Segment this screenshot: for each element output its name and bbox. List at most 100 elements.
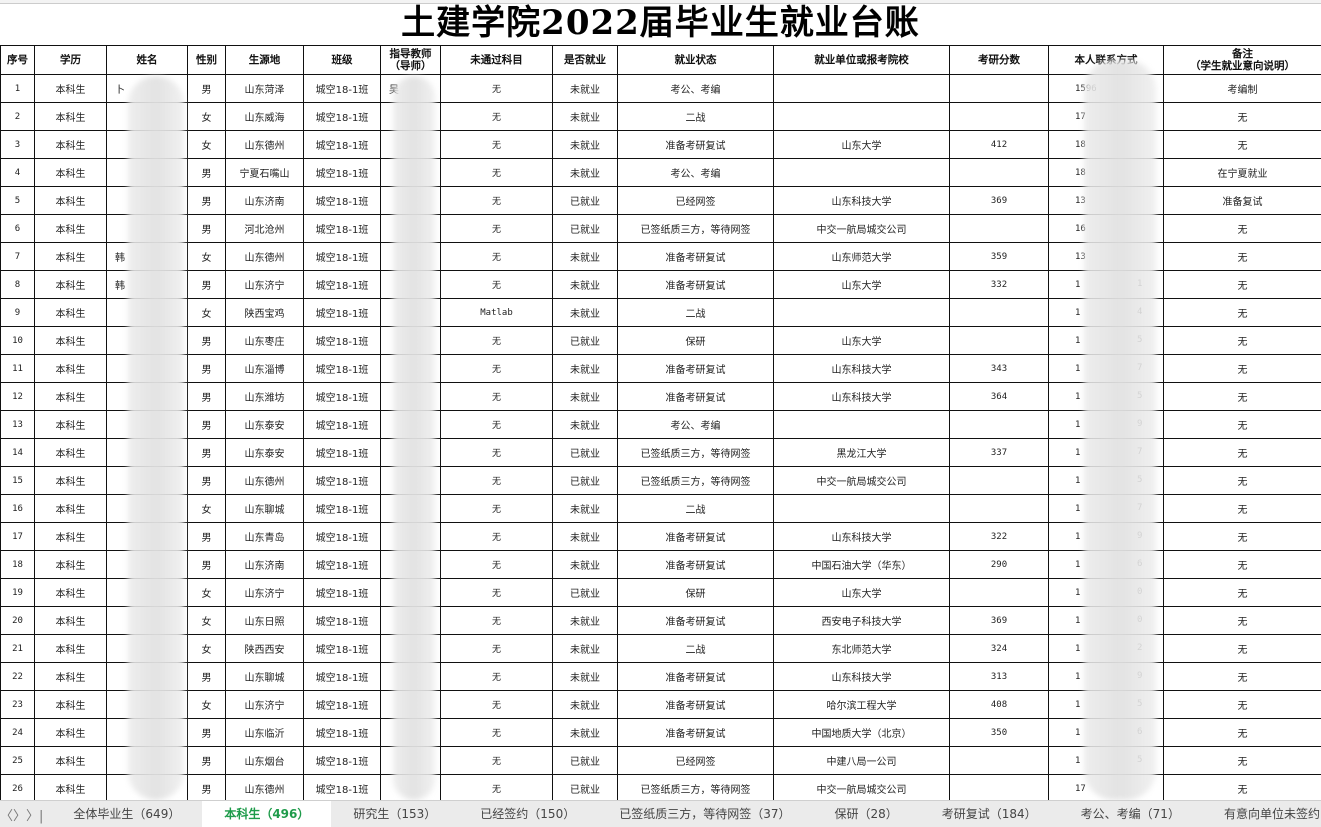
cell-employment-status[interactable]: 准备考研复试 [618,355,774,383]
cell-failed-courses[interactable]: 无 [441,439,553,467]
cell-class[interactable]: 城空18-1班 [304,327,381,355]
cell-exam-score[interactable] [950,159,1049,187]
cell-education[interactable]: 本科生 [35,271,107,299]
cell-origin-place[interactable]: 陕西宝鸡 [226,299,304,327]
cell-employed[interactable]: 未就业 [553,131,618,159]
cell-class[interactable]: 城空18-1班 [304,663,381,691]
cell-employed[interactable]: 已就业 [553,215,618,243]
cell-remark[interactable]: 无 [1164,523,1321,551]
cell-class[interactable]: 城空18-1班 [304,523,381,551]
cell-exam-score[interactable]: 412 [950,131,1049,159]
cell-row-number[interactable]: 8 [1,271,35,299]
cell-remark[interactable]: 无 [1164,355,1321,383]
cell-gender[interactable]: 男 [188,215,226,243]
cell-employer-or-school[interactable]: 中交一航局城交公司 [774,775,950,803]
cell-remark[interactable]: 无 [1164,579,1321,607]
cell-employment-status[interactable]: 保研 [618,579,774,607]
next-sheet-button[interactable]: 〉 [13,805,26,824]
cell-employment-status[interactable]: 准备考研复试 [618,131,774,159]
cell-gender[interactable]: 女 [188,131,226,159]
cell-employer-or-school[interactable]: 山东师范大学 [774,243,950,271]
cell-class[interactable]: 城空18-1班 [304,467,381,495]
cell-gender[interactable]: 男 [188,663,226,691]
cell-remark[interactable]: 无 [1164,663,1321,691]
cell-row-number[interactable]: 23 [1,691,35,719]
cell-class[interactable]: 城空18-1班 [304,775,381,803]
cell-failed-courses[interactable]: 无 [441,691,553,719]
cell-class[interactable]: 城空18-1班 [304,75,381,103]
cell-education[interactable]: 本科生 [35,523,107,551]
column-header[interactable]: 性别 [188,46,226,75]
cell-origin-place[interactable]: 宁夏石嘴山 [226,159,304,187]
cell-class[interactable]: 城空18-1班 [304,495,381,523]
cell-gender[interactable]: 男 [188,411,226,439]
cell-exam-score[interactable] [950,495,1049,523]
cell-employed[interactable]: 已就业 [553,327,618,355]
cell-employment-status[interactable]: 保研 [618,327,774,355]
cell-employed[interactable]: 未就业 [553,159,618,187]
cell-employer-or-school[interactable]: 山东大学 [774,579,950,607]
cell-failed-courses[interactable]: 无 [441,327,553,355]
cell-employer-or-school[interactable]: 西安电子科技大学 [774,607,950,635]
cell-employer-or-school[interactable]: 山东科技大学 [774,383,950,411]
cell-education[interactable]: 本科生 [35,691,107,719]
cell-employment-status[interactable]: 准备考研复试 [618,383,774,411]
cell-education[interactable]: 本科生 [35,411,107,439]
cell-education[interactable]: 本科生 [35,719,107,747]
cell-remark[interactable]: 无 [1164,747,1321,775]
cell-gender[interactable]: 女 [188,607,226,635]
cell-employed[interactable]: 未就业 [553,299,618,327]
cell-origin-place[interactable]: 山东济宁 [226,271,304,299]
sheet-tab[interactable]: 考公、考编（71） [1059,801,1202,827]
cell-remark[interactable]: 无 [1164,635,1321,663]
cell-gender[interactable]: 女 [188,635,226,663]
cell-employment-status[interactable]: 二战 [618,299,774,327]
cell-employed[interactable]: 已就业 [553,467,618,495]
cell-row-number[interactable]: 16 [1,495,35,523]
cell-employer-or-school[interactable]: 山东科技大学 [774,523,950,551]
cell-row-number[interactable]: 9 [1,299,35,327]
cell-failed-courses[interactable]: 无 [441,159,553,187]
cell-row-number[interactable]: 12 [1,383,35,411]
cell-employment-status[interactable]: 准备考研复试 [618,663,774,691]
cell-employment-status[interactable]: 已签纸质三方，等待网签 [618,775,774,803]
cell-origin-place[interactable]: 山东菏泽 [226,75,304,103]
cell-remark[interactable]: 无 [1164,299,1321,327]
cell-employed[interactable]: 未就业 [553,243,618,271]
column-header[interactable]: 是否就业 [553,46,618,75]
cell-remark[interactable]: 无 [1164,495,1321,523]
cell-education[interactable]: 本科生 [35,103,107,131]
cell-exam-score[interactable] [950,299,1049,327]
cell-failed-courses[interactable]: 无 [441,215,553,243]
cell-exam-score[interactable] [950,103,1049,131]
cell-remark[interactable]: 无 [1164,215,1321,243]
column-header[interactable]: 姓名 [107,46,188,75]
cell-education[interactable]: 本科生 [35,327,107,355]
cell-origin-place[interactable]: 山东烟台 [226,747,304,775]
cell-class[interactable]: 城空18-1班 [304,159,381,187]
cell-class[interactable]: 城空18-1班 [304,579,381,607]
cell-row-number[interactable]: 22 [1,663,35,691]
cell-row-number[interactable]: 20 [1,607,35,635]
cell-remark[interactable]: 无 [1164,719,1321,747]
cell-education[interactable]: 本科生 [35,187,107,215]
cell-education[interactable]: 本科生 [35,159,107,187]
cell-class[interactable]: 城空18-1班 [304,299,381,327]
cell-row-number[interactable]: 19 [1,579,35,607]
cell-employer-or-school[interactable] [774,299,950,327]
cell-origin-place[interactable]: 山东淄博 [226,355,304,383]
cell-failed-courses[interactable]: 无 [441,719,553,747]
cell-origin-place[interactable]: 山东德州 [226,131,304,159]
cell-employment-status[interactable]: 已经网签 [618,747,774,775]
cell-employer-or-school[interactable] [774,159,950,187]
cell-row-number[interactable]: 24 [1,719,35,747]
column-header[interactable]: 就业单位或报考院校 [774,46,950,75]
cell-class[interactable]: 城空18-1班 [304,747,381,775]
cell-class[interactable]: 城空18-1班 [304,439,381,467]
cell-origin-place[interactable]: 山东临沂 [226,719,304,747]
cell-origin-place[interactable]: 山东青岛 [226,523,304,551]
cell-exam-score[interactable] [950,327,1049,355]
cell-row-number[interactable]: 6 [1,215,35,243]
cell-failed-courses[interactable]: 无 [441,663,553,691]
cell-exam-score[interactable] [950,467,1049,495]
